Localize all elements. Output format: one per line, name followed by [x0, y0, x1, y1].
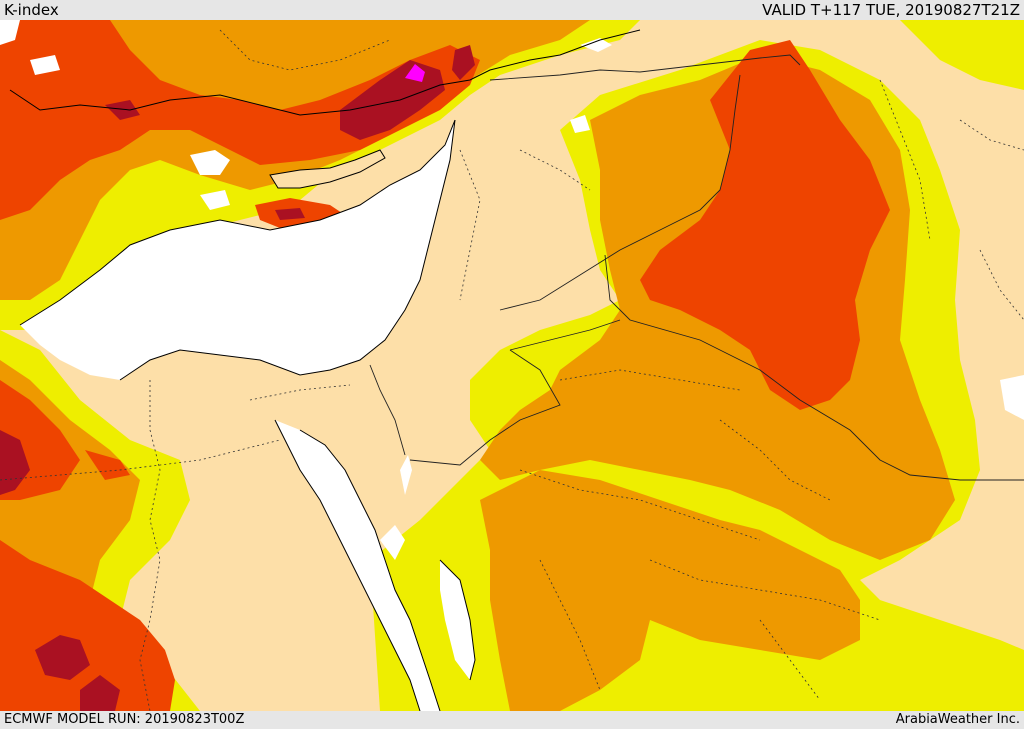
- credit-label: ArabiaWeather Inc.: [895, 712, 1020, 727]
- k-index-max-area: [405, 64, 425, 82]
- national-borders: [369, 54, 1024, 481]
- coastlines: [9, 29, 641, 711]
- footer-bar: ECMWF MODEL RUN: 20190823T00Z ArabiaWeat…: [0, 711, 1024, 729]
- province-boundaries: [0, 29, 1024, 711]
- header-bar: K-index VALID T+117 TUE, 20190827T21Z: [0, 0, 1024, 20]
- map-canvas: [0, 20, 1024, 711]
- map-title: K-index: [4, 1, 59, 19]
- model-run-label: ECMWF MODEL RUN: 20190823T00Z: [4, 712, 245, 727]
- k-index-map[interactable]: [0, 20, 1024, 711]
- valid-time: VALID T+117 TUE, 20190827T21Z: [762, 1, 1020, 19]
- k-index-red-orange-areas: [0, 20, 890, 711]
- sea-areas: [0, 20, 1024, 711]
